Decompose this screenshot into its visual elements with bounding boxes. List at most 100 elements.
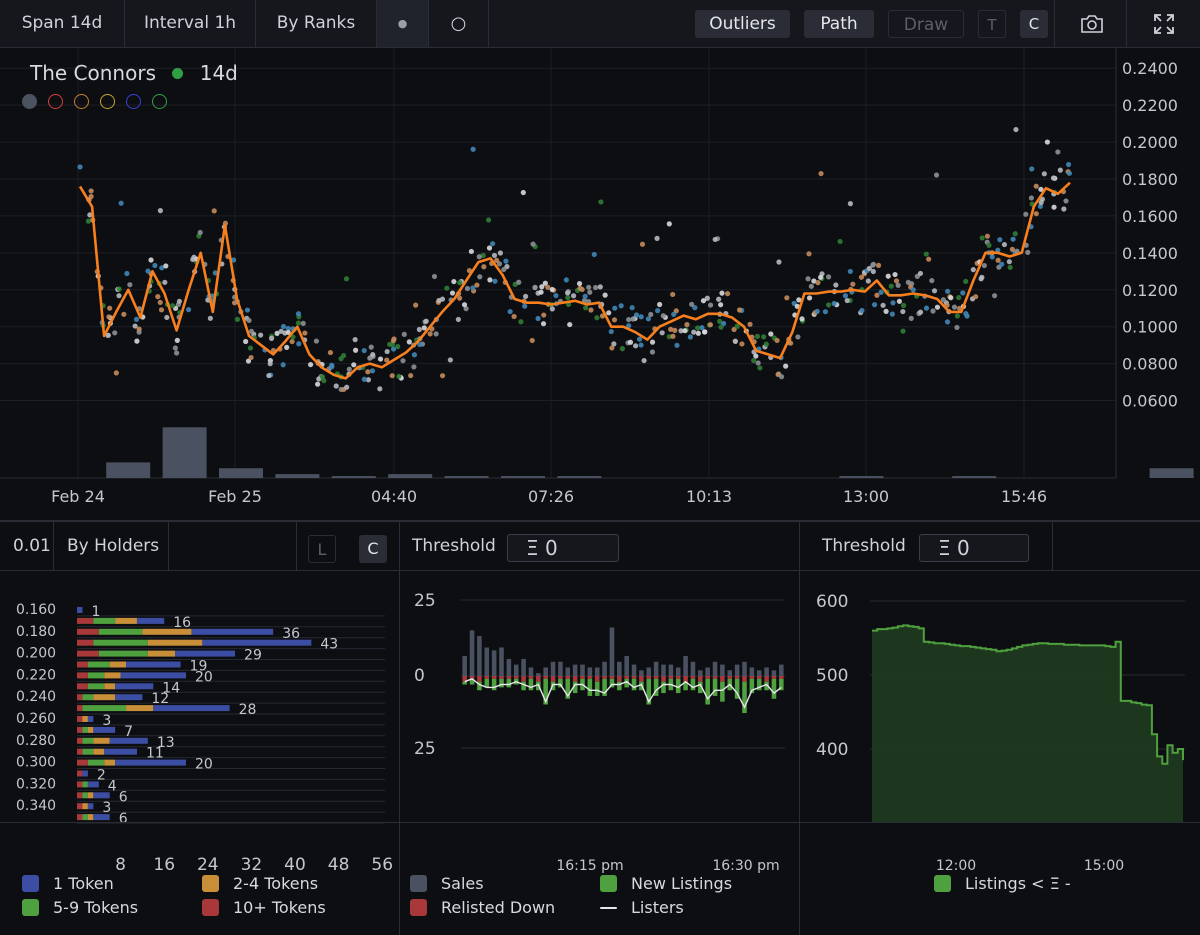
y-tick-label: 0.1200: [1122, 281, 1178, 300]
sales-bar: [587, 667, 593, 676]
legend-item[interactable]: New Listings: [600, 874, 732, 894]
sales-bar: [536, 673, 541, 676]
scatter-point: [893, 278, 900, 284]
scatter-point: [712, 236, 718, 243]
scatter-point: [948, 295, 954, 301]
outliers-button[interactable]: Outliers: [695, 10, 790, 38]
legend-item[interactable]: Relisted Down: [410, 898, 555, 918]
step-value[interactable]: 0.01: [13, 536, 51, 556]
scatter-point: [234, 316, 241, 323]
sales-bar: [528, 667, 534, 676]
path-button[interactable]: Path: [804, 10, 874, 38]
y-tick-label: 0.160: [16, 602, 56, 618]
listings-panel-header: Threshold Ξ 0: [800, 522, 1200, 571]
holder-bar-segment: [82, 770, 88, 777]
legend-item[interactable]: 5-9 Tokens: [22, 898, 138, 918]
price-chart[interactable]: 0.2400 0.2200 0.2000 0.1800 0.1600 0.1400 0.12…: [0, 48, 1200, 522]
legend-item[interactable]: 2-4 Tokens: [202, 874, 318, 894]
rank-circle-icon[interactable]: [100, 94, 115, 109]
scatter-point: [684, 322, 690, 328]
legend-item[interactable]: Sales: [410, 874, 484, 894]
dot-empty-toggle[interactable]: ○: [429, 0, 489, 47]
holders-chart[interactable]: 0.160 0.180 0.200 0.220 0.240 0.260 0.280 0.300…: [0, 571, 400, 935]
holder-bar-segment: [115, 683, 154, 690]
scatter-point: [185, 307, 192, 313]
relisted-bar: [779, 676, 784, 679]
dot-filled-toggle[interactable]: ●: [377, 0, 429, 47]
c-button-holders[interactable]: C: [359, 535, 387, 563]
relisted-bar: [712, 676, 718, 679]
scatter-point: [910, 287, 916, 293]
scatter-point: [917, 309, 924, 315]
span-selector[interactable]: Span 14d: [0, 0, 125, 47]
volume-bar: [331, 476, 376, 478]
relisted-bar: [572, 676, 578, 682]
scatter-point: [896, 298, 902, 304]
scatter-point: [417, 341, 423, 348]
draw-button[interactable]: Draw: [888, 10, 964, 38]
x-tick-label: 16: [153, 855, 175, 875]
scatter-point: [207, 315, 213, 321]
legend-item[interactable]: 10+ Tokens: [202, 898, 326, 918]
threshold-input[interactable]: Ξ 0: [507, 534, 619, 562]
holder-bar-segment: [87, 661, 110, 668]
t-button[interactable]: T: [978, 10, 1006, 38]
x-tick-label: 40: [284, 855, 306, 875]
c-button[interactable]: C: [1020, 10, 1048, 38]
new-listings-bar: [764, 681, 769, 691]
scatter-point: [468, 248, 474, 255]
sales-bar: [631, 664, 637, 676]
rank-circle-icon[interactable]: [22, 94, 37, 109]
holder-bar-segment: [82, 716, 88, 722]
scatter-point: [211, 208, 217, 214]
bar-total-label: 16: [173, 615, 191, 631]
scatter-point: [900, 328, 906, 334]
new-listings-bar: [565, 678, 571, 699]
scatter-point: [174, 337, 180, 343]
rank-circle-icon[interactable]: [48, 94, 63, 109]
bar-total-label: 4: [108, 778, 117, 794]
legend-item[interactable]: Listers: [600, 898, 684, 918]
y-tick-label: 0.340: [16, 798, 56, 814]
listings-area: [872, 625, 1183, 822]
listings-chart[interactable]: 600 500 400 12:00 15:00: [800, 571, 1200, 935]
scatter-point: [290, 334, 296, 340]
bar-total-label: 3: [102, 800, 111, 816]
rank-circle-icon[interactable]: [74, 94, 89, 109]
holder-bar-segment: [93, 737, 110, 744]
scatter-point: [107, 305, 113, 311]
holder-bar-segment: [191, 628, 274, 635]
l-button[interactable]: L: [308, 535, 336, 563]
camera-icon[interactable]: [1054, 0, 1128, 47]
sales-bar: [477, 636, 482, 676]
scatter-point: [606, 310, 612, 316]
interval-selector[interactable]: Interval 1h: [125, 0, 256, 47]
sales-bar: [639, 670, 644, 676]
new-listings-bar: [712, 678, 718, 696]
y-tick-label: 0.0600: [1122, 392, 1178, 411]
activity-chart[interactable]: 25 0 25 16:15 pm 16:30 pm: [400, 571, 800, 935]
scatter-point: [639, 241, 646, 247]
scatter-point: [157, 208, 164, 214]
holder-bar-segment: [126, 705, 154, 712]
scatter-point: [704, 295, 710, 301]
legend-item[interactable]: 1 Token: [22, 874, 114, 894]
scatter-point: [88, 193, 94, 200]
rank-circle-icon[interactable]: [152, 94, 167, 109]
scatter-point: [720, 320, 727, 327]
rank-circle-icon[interactable]: [126, 94, 141, 109]
scatter-point: [1013, 126, 1019, 133]
by-ranks-selector[interactable]: By Ranks: [256, 0, 377, 47]
expand-icon[interactable]: [1126, 0, 1200, 47]
scatter-point: [516, 279, 522, 285]
listers-line: [464, 678, 782, 709]
scatter-point: [494, 257, 500, 263]
by-holders-selector[interactable]: By Holders: [67, 536, 160, 556]
holder-bar-segment: [77, 770, 83, 777]
scatter-point: [984, 233, 991, 239]
holder-bar-segment: [87, 672, 105, 679]
scatter-point: [300, 320, 306, 326]
threshold-input[interactable]: Ξ 0: [919, 534, 1029, 562]
x-tick-label: 16:15 pm: [556, 858, 623, 874]
legend-item[interactable]: Listings < Ξ -: [934, 874, 1071, 894]
